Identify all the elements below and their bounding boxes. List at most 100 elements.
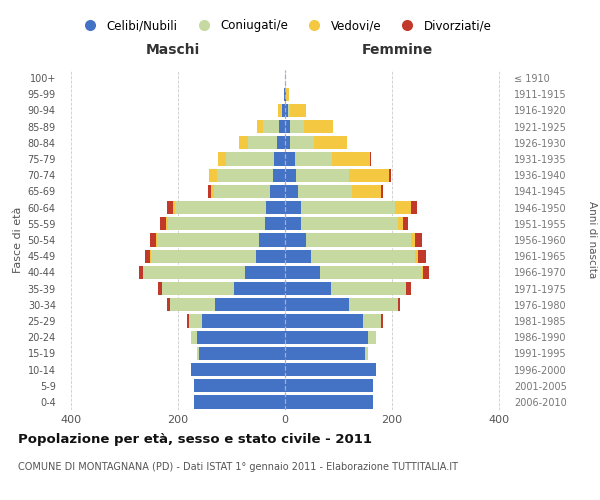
Bar bbox=[248, 136, 277, 149]
Bar bbox=[285, 234, 307, 246]
Bar bbox=[298, 185, 352, 198]
Bar bbox=[173, 201, 175, 214]
Bar bbox=[270, 185, 285, 198]
Bar bbox=[411, 201, 418, 214]
Bar bbox=[150, 250, 151, 263]
Bar bbox=[188, 314, 202, 328]
Bar bbox=[285, 201, 301, 214]
Bar bbox=[166, 217, 168, 230]
Text: Maschi: Maschi bbox=[145, 43, 200, 57]
Bar bbox=[266, 201, 285, 214]
Bar bbox=[170, 298, 215, 312]
Bar bbox=[259, 234, 285, 246]
Bar bbox=[290, 120, 304, 134]
Bar bbox=[296, 168, 349, 182]
Bar bbox=[290, 104, 307, 117]
Bar bbox=[285, 104, 287, 117]
Text: Popolazione per età, sesso e stato civile - 2011: Popolazione per età, sesso e stato civil… bbox=[18, 432, 372, 446]
Bar bbox=[285, 346, 365, 360]
Bar bbox=[214, 185, 270, 198]
Bar bbox=[395, 201, 411, 214]
Bar bbox=[215, 298, 285, 312]
Bar bbox=[278, 104, 281, 117]
Bar bbox=[411, 234, 415, 246]
Bar bbox=[265, 217, 285, 230]
Bar bbox=[295, 152, 332, 166]
Bar bbox=[167, 298, 170, 312]
Bar bbox=[285, 217, 301, 230]
Bar bbox=[398, 217, 403, 230]
Legend: Celibi/Nubili, Coniugati/e, Vedovi/e, Divorziati/e: Celibi/Nubili, Coniugati/e, Vedovi/e, Di… bbox=[74, 14, 496, 37]
Bar bbox=[422, 266, 429, 279]
Bar bbox=[285, 168, 296, 182]
Bar bbox=[197, 330, 285, 344]
Bar bbox=[245, 266, 285, 279]
Bar bbox=[362, 314, 382, 328]
Bar bbox=[332, 152, 370, 166]
Bar bbox=[285, 363, 376, 376]
Bar bbox=[285, 396, 373, 408]
Bar bbox=[168, 217, 265, 230]
Bar bbox=[301, 217, 398, 230]
Bar bbox=[194, 396, 285, 408]
Bar bbox=[239, 136, 248, 149]
Text: Femmine: Femmine bbox=[362, 43, 433, 57]
Bar bbox=[301, 201, 395, 214]
Bar bbox=[157, 234, 259, 246]
Bar bbox=[197, 346, 199, 360]
Bar bbox=[382, 185, 383, 198]
Bar bbox=[278, 120, 285, 134]
Bar bbox=[162, 282, 234, 295]
Bar bbox=[285, 88, 286, 101]
Bar bbox=[199, 346, 285, 360]
Bar bbox=[211, 185, 214, 198]
Text: Anni di nascita: Anni di nascita bbox=[587, 202, 597, 278]
Bar bbox=[285, 120, 290, 134]
Bar bbox=[415, 250, 418, 263]
Bar bbox=[285, 330, 368, 344]
Bar bbox=[285, 379, 373, 392]
Bar bbox=[370, 152, 371, 166]
Bar bbox=[285, 298, 349, 312]
Bar bbox=[285, 250, 311, 263]
Bar bbox=[285, 282, 331, 295]
Bar bbox=[314, 136, 347, 149]
Bar bbox=[283, 104, 285, 117]
Bar bbox=[226, 152, 274, 166]
Bar bbox=[285, 314, 362, 328]
Bar bbox=[352, 185, 382, 198]
Bar bbox=[320, 266, 422, 279]
Bar bbox=[273, 168, 285, 182]
Bar bbox=[287, 104, 290, 117]
Bar bbox=[331, 282, 406, 295]
Bar bbox=[256, 250, 285, 263]
Bar bbox=[191, 363, 285, 376]
Bar bbox=[217, 168, 273, 182]
Bar bbox=[150, 234, 157, 246]
Bar bbox=[151, 250, 256, 263]
Bar bbox=[167, 201, 173, 214]
Bar bbox=[382, 314, 383, 328]
Bar bbox=[191, 330, 197, 344]
Bar bbox=[257, 120, 263, 134]
Bar bbox=[202, 314, 285, 328]
Bar bbox=[139, 266, 143, 279]
Bar bbox=[175, 201, 266, 214]
Bar bbox=[311, 250, 415, 263]
Bar bbox=[277, 136, 285, 149]
Bar bbox=[157, 282, 162, 295]
Bar bbox=[194, 379, 285, 392]
Bar bbox=[145, 250, 150, 263]
Bar bbox=[398, 298, 400, 312]
Text: COMUNE DI MONTAGNANA (PD) - Dati ISTAT 1° gennaio 2011 - Elaborazione TUTTITALIA: COMUNE DI MONTAGNANA (PD) - Dati ISTAT 1… bbox=[18, 462, 458, 472]
Bar bbox=[263, 120, 278, 134]
Bar bbox=[285, 266, 320, 279]
Bar bbox=[285, 136, 290, 149]
Bar bbox=[418, 250, 426, 263]
Bar bbox=[307, 234, 411, 246]
Bar bbox=[143, 266, 245, 279]
Bar bbox=[389, 168, 391, 182]
Bar bbox=[403, 217, 408, 230]
Bar bbox=[304, 120, 333, 134]
Bar bbox=[208, 185, 211, 198]
